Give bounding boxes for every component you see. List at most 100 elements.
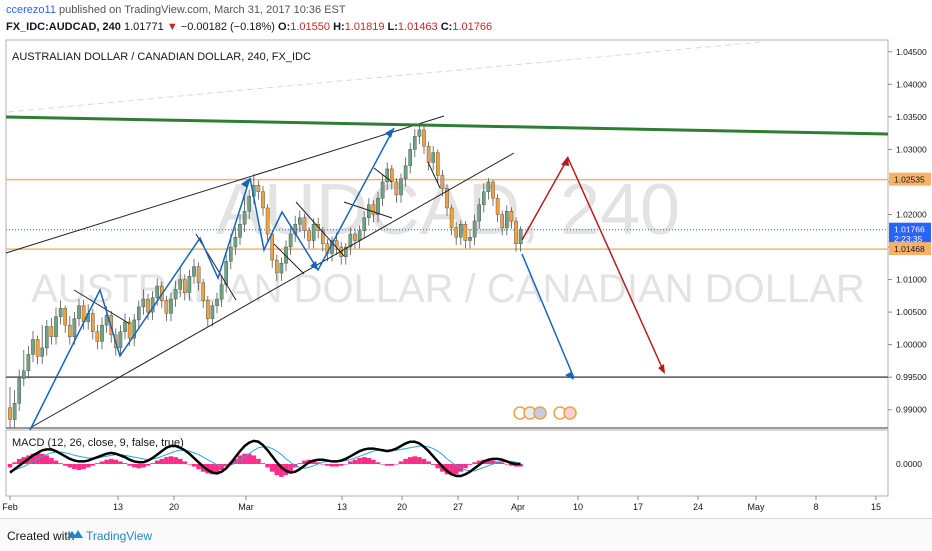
candle [482, 191, 486, 205]
macd-bar [164, 457, 169, 464]
candle [63, 307, 67, 326]
macd-bar [141, 464, 146, 468]
x-tick-label: 20 [397, 502, 407, 512]
candle [500, 214, 505, 228]
price-label-text: 1.01468 [894, 244, 925, 254]
candle [228, 246, 233, 262]
close-value: 1.01766 [452, 21, 493, 33]
macd-bar [325, 464, 330, 466]
candle [215, 298, 219, 306]
chart-area[interactable]: AUDCAD, 240 AUSTRALIAN DOLLAR / CANADIAN… [0, 38, 932, 518]
macd-bar [182, 461, 188, 464]
macd-bar [279, 464, 284, 477]
candle [385, 168, 390, 183]
macd-bar [302, 460, 307, 464]
macd-bar [274, 464, 280, 476]
x-tick-label: 27 [453, 502, 463, 512]
x-tick-label: 17 [633, 502, 643, 512]
candle [173, 289, 178, 300]
candle [22, 370, 26, 379]
candle [17, 378, 22, 404]
macd-bar [76, 464, 82, 470]
tradingview-brand[interactable]: TradingView [86, 529, 153, 543]
macd-bar [131, 464, 137, 468]
candle [155, 285, 160, 298]
macd-histogram [7, 452, 523, 477]
macd-bar [366, 458, 372, 464]
channel-lower-line[interactable] [29, 152, 515, 429]
macd-bar [265, 464, 270, 468]
publish-header: ccerezo11 published on TradingView.com, … [0, 0, 932, 38]
macd-bar [219, 464, 224, 470]
candle [491, 181, 495, 199]
price-label-text: 2:23:35 [894, 234, 923, 244]
macd-bar [320, 464, 326, 465]
macd-bar [417, 457, 422, 464]
macd-bar [449, 464, 454, 476]
candle [518, 229, 523, 244]
macd-bar [384, 464, 390, 466]
macd-bar [430, 464, 436, 465]
y-tick-label: 1.04500 [896, 47, 927, 57]
macd-bar [145, 464, 151, 466]
candle [422, 129, 426, 147]
candle [270, 233, 275, 261]
candle [413, 136, 417, 150]
candle [187, 276, 192, 293]
macd-bar [150, 463, 155, 464]
forecast-down-arrow[interactable] [521, 253, 575, 379]
candle [104, 315, 109, 326]
macd-bar [242, 453, 247, 464]
candle [426, 145, 431, 163]
macd-bar [173, 457, 178, 464]
macd-bar [191, 464, 197, 467]
candle [169, 298, 173, 314]
candle [67, 324, 72, 338]
macd-bar [486, 459, 491, 464]
candle [192, 266, 196, 277]
tradingview-logo-icon[interactable] [66, 527, 84, 541]
candle [509, 211, 514, 222]
macd-bar [504, 464, 510, 465]
macd-bar [196, 464, 201, 470]
x-tick-label: 13 [337, 502, 347, 512]
high-value: 1.01819 [344, 21, 385, 33]
macd-bar [237, 455, 243, 464]
macd-bar [472, 462, 477, 464]
candle [31, 339, 35, 355]
candle [127, 321, 132, 339]
macd-bar [16, 458, 22, 464]
quote-line: FX_IDC:AUDCAD, 240 1.01771 ▼ −0.00182 (−… [6, 21, 492, 33]
low-value: 1.01463 [397, 21, 438, 33]
y-tick-label: 1.02000 [896, 209, 927, 219]
publish-line: ccerezo11 published on TradingView.com, … [6, 4, 346, 16]
macd-bar [118, 461, 123, 464]
candle [141, 298, 146, 308]
macd-bar [467, 464, 473, 465]
time-axis[interactable]: Feb 13 20 Mar 13 20 27 Apr 10 17 24 May 8 15 [2, 496, 881, 512]
green-resistance-line[interactable] [5, 115, 889, 136]
macd-bar [375, 462, 381, 464]
author-link[interactable]: ccerezo11 [6, 4, 56, 16]
candle [311, 224, 316, 241]
close-label: C: [440, 21, 453, 33]
horizontal-levels [6, 178, 888, 378]
economic-event-icons[interactable] [513, 406, 577, 420]
forecast-up-arrowhead-icon [561, 156, 569, 166]
macd-label: MACD (12, 26, close, 9, false, true) [12, 437, 184, 449]
macd-bar [108, 458, 114, 464]
blue-wave-path[interactable] [29, 127, 395, 431]
macd-bar [44, 455, 50, 464]
macd-bar [154, 460, 160, 464]
change-down-icon: ▼ [166, 21, 178, 33]
candle [123, 321, 127, 332]
candle [298, 217, 302, 225]
candle [261, 191, 265, 209]
candle [505, 211, 509, 228]
macd-bar [288, 464, 293, 472]
macd-bar [39, 453, 45, 464]
price-label-box [889, 172, 931, 186]
channel-upper-line[interactable] [5, 115, 445, 254]
macd-axis: 0.0000 [896, 459, 922, 469]
macd-bar [113, 459, 119, 464]
